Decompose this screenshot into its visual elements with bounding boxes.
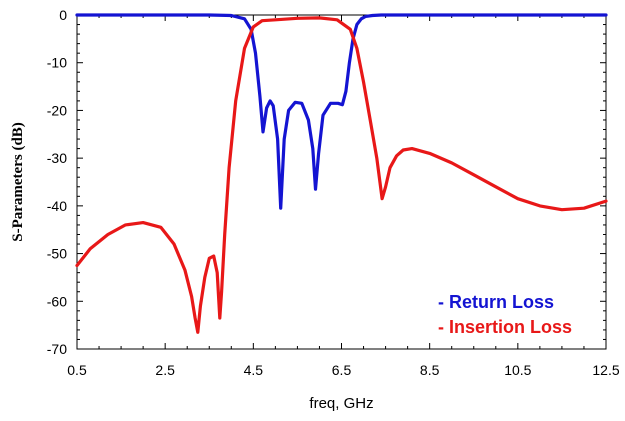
- y-tick-label: -60: [47, 293, 67, 309]
- insertion-loss-line: [75, 16, 608, 334]
- x-axis-label: freq, GHz: [309, 395, 373, 412]
- series-group: [75, 13, 608, 334]
- return-loss-line: [75, 13, 608, 210]
- y-tick-label: -70: [47, 341, 67, 357]
- labels-group: 0 -10 -20 -30 -40 -50 -60 -700.5 2.5 4.5 6.5 8.5 10.…: [10, 7, 620, 412]
- y-tick-label: -50: [47, 246, 67, 262]
- x-tick-label: 12.5: [592, 362, 619, 378]
- x-tick-label: 6.5: [332, 362, 352, 378]
- x-tick-label: 10.5: [504, 362, 531, 378]
- y-tick-label: 0: [59, 7, 67, 23]
- y-axis-label: S-Parameters (dB): [10, 122, 26, 242]
- legend-return-loss: - Return Loss: [438, 292, 554, 312]
- y-tick-label: -40: [47, 198, 67, 214]
- x-tick-label: 4.5: [244, 362, 264, 378]
- x-tick-label: 2.5: [155, 362, 175, 378]
- y-tick-label: -10: [47, 55, 67, 71]
- x-tick-label: 8.5: [420, 362, 440, 378]
- y-tick-label: -30: [47, 150, 67, 166]
- y-tick-label: -20: [47, 102, 67, 118]
- legend-insertion-loss: - Insertion Loss: [438, 317, 572, 337]
- x-tick-label: 0.5: [67, 362, 87, 378]
